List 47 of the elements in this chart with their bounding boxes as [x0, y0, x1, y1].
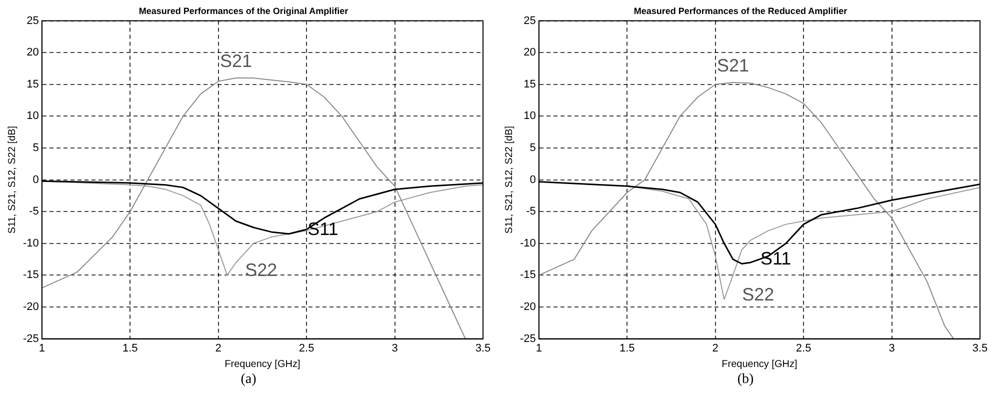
y-tick-label: 15 — [26, 78, 39, 90]
x-tick-label: 1.5 — [619, 342, 635, 354]
y-axis-title: S11, S21, S12, S22 [dB] — [504, 126, 515, 234]
x-tick-label: 1 — [536, 342, 542, 354]
y-tick-label: 25 — [26, 14, 39, 27]
y-tick-label: 5 — [530, 142, 536, 154]
x-tick-label: 2 — [215, 342, 222, 354]
y-tick-label: -15 — [22, 269, 39, 282]
y-tick-label: 15 — [524, 78, 536, 90]
x-tick-label: 1.5 — [122, 342, 138, 354]
series-label: S11 — [308, 218, 338, 239]
y-tick-label: 25 — [524, 14, 536, 27]
text: (a) — [240, 372, 258, 388]
y-axis-title: S11, S21, S12, S22 [dB] — [6, 126, 18, 234]
series-label: S22 — [742, 284, 774, 304]
x-axis-title: Frequency [GHz] — [224, 358, 300, 370]
y-tick-label: 0 — [530, 174, 536, 186]
chart-title: Measured Performances of the Original Amplifier — [138, 6, 349, 16]
series-label: S11 — [760, 248, 792, 269]
y-tick-label: -25 — [22, 332, 39, 345]
y-tick-label: -20 — [520, 301, 536, 314]
y-tick-label: -15 — [520, 269, 536, 282]
y-tick-label: 10 — [26, 110, 39, 122]
y-tick-label: -10 — [520, 237, 536, 250]
text: (b) — [736, 372, 755, 388]
y-tick-label: -5 — [526, 206, 536, 218]
y-tick-label: 20 — [524, 46, 536, 59]
y-tick-label: 5 — [32, 142, 39, 154]
x-tick-label: 1 — [38, 342, 45, 354]
y-tick-label: -5 — [29, 206, 39, 218]
x-tick-label: 3.5 — [972, 342, 988, 354]
x-tick-label: 3 — [392, 342, 398, 354]
y-tick-label: 10 — [524, 110, 536, 122]
y-tick-label: 20 — [26, 46, 39, 59]
y-tick-label: -10 — [22, 237, 39, 250]
chart-title: Measured Performances of the Reduced Amplifier — [634, 6, 848, 16]
series-label: S21 — [716, 55, 749, 76]
y-tick-label: -25 — [520, 332, 536, 345]
x-tick-label: 3 — [888, 342, 895, 354]
x-axis-title: Frequency [GHz] — [722, 358, 798, 370]
x-tick-label: 2.5 — [298, 342, 314, 354]
x-tick-label: 3.5 — [475, 342, 491, 354]
y-tick-label: 0 — [32, 174, 39, 186]
y-tick-label: -20 — [22, 301, 39, 314]
x-tick-label: 2.5 — [796, 342, 812, 354]
x-tick-label: 2 — [712, 342, 718, 354]
series-label: S21 — [220, 51, 252, 72]
